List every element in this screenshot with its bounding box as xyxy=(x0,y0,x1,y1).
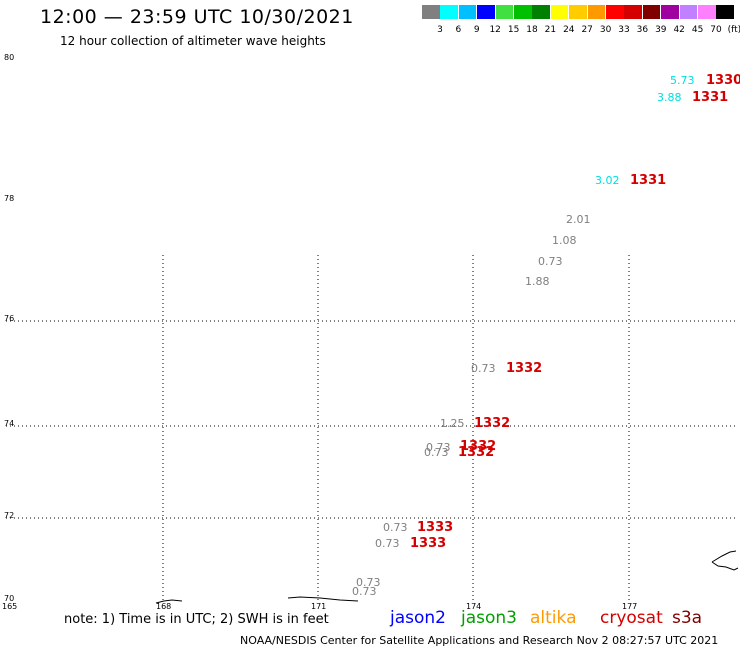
legend-label: 9 xyxy=(473,25,480,35)
lat-label-80: 80 xyxy=(4,53,15,62)
lon-label-168: 168 xyxy=(156,602,172,611)
legend-swatch xyxy=(698,5,716,19)
pass-number: 1330 xyxy=(706,73,740,88)
legend-label: 15 xyxy=(507,25,520,35)
lon-label-174: 174 xyxy=(466,602,482,611)
swh-observation: 0.73 xyxy=(426,441,451,454)
swh-observation: 1.08 xyxy=(552,234,577,247)
swh-observation: 1.25 xyxy=(440,417,465,430)
lon-label-171: 171 xyxy=(311,602,327,611)
pass-number: 1332 xyxy=(506,361,543,376)
swh-observation: 3.02 xyxy=(595,174,620,187)
legend-swatch xyxy=(458,5,477,19)
pass-number: 1332 xyxy=(458,445,495,460)
legend-label: 39 xyxy=(655,25,667,35)
legend-swatch xyxy=(587,5,606,19)
swh-observation: 0.73 xyxy=(471,362,496,375)
satellite-label-cryosat: cryosat xyxy=(600,608,663,628)
legend-swatch xyxy=(661,5,679,19)
satellite-label-s3a: s3a xyxy=(672,608,703,628)
swh-observation: 5.73 xyxy=(670,74,695,87)
legend-label: 45 xyxy=(691,25,704,35)
legend-label: 24 xyxy=(563,25,575,35)
legend-label: 21 xyxy=(544,25,557,35)
lat-label-72: 72 xyxy=(4,511,15,520)
legend-swatch xyxy=(477,5,495,19)
legend-label: 18 xyxy=(526,25,538,35)
legend-swatch xyxy=(550,5,569,19)
swh-observation: 0.73 xyxy=(538,255,563,268)
legend-label: 42 xyxy=(673,25,685,35)
legend-swatch xyxy=(440,5,458,19)
pass-number: 1333 xyxy=(410,536,447,551)
swh-observation: 0.73 xyxy=(383,521,408,534)
lat-label-74: 74 xyxy=(4,419,15,428)
legend-swatch xyxy=(606,5,624,19)
legend-label: 6 xyxy=(455,25,462,35)
pass-number: 1333 xyxy=(417,520,454,535)
page-subtitle: 12 hour collection of altimeter wave hei… xyxy=(60,34,326,48)
coastline-central xyxy=(287,596,359,602)
lon-label-177: 177 xyxy=(622,602,638,611)
legend-label: 70 xyxy=(710,25,722,35)
legend-swatch xyxy=(679,5,698,19)
legend-swatch xyxy=(624,5,642,19)
credit-line: NOAA/NESDIS Center for Satellite Applica… xyxy=(240,634,719,647)
legend-swatch xyxy=(532,5,550,19)
pass-number: 1332 xyxy=(474,416,511,431)
satellite-label-jason2: jason2 xyxy=(390,608,446,628)
legend-swatch xyxy=(642,5,661,19)
legend-label: (ft) xyxy=(727,25,740,35)
swh-observation: 2.01 xyxy=(566,213,591,226)
swh-observation: 0.73 xyxy=(375,537,400,550)
swh-observation: 1.88 xyxy=(525,275,550,288)
coastlines xyxy=(155,550,739,604)
lat-label-78: 78 xyxy=(4,194,15,203)
pass-number: 1331 xyxy=(692,90,729,105)
grid-lines xyxy=(6,255,735,600)
legend-label: 36 xyxy=(636,25,649,35)
lat-label-70: 70 xyxy=(4,594,15,603)
satellite-label-jason3: jason3 xyxy=(461,608,517,628)
page-title: 12:00 — 23:59 UTC 10/30/2021 xyxy=(40,6,354,28)
satellite-label-altika: altika xyxy=(530,608,577,628)
swh-observation: 3.88 xyxy=(657,91,682,104)
units-note: note: 1) Time is in UTC; 2) SWH is in fe… xyxy=(64,612,329,627)
legend-label: 12 xyxy=(489,25,501,35)
coastline-east xyxy=(711,550,739,571)
swh-observation: 0.73 xyxy=(424,446,449,459)
swh-observation: 0.73 xyxy=(356,576,381,589)
legend-label: 33 xyxy=(618,25,630,35)
lon-label-165: 165 xyxy=(2,602,18,611)
legend-swatch xyxy=(514,5,532,19)
legend-label: 27 xyxy=(581,25,593,35)
legend-swatch xyxy=(495,5,514,19)
legend-label: 30 xyxy=(599,25,612,35)
pass-number: 1332 xyxy=(460,439,497,454)
lat-label-76: 76 xyxy=(4,314,15,323)
coastline-west xyxy=(155,599,183,604)
legend-swatch xyxy=(569,5,587,19)
legend-swatch xyxy=(716,5,734,19)
legend-swatch xyxy=(422,5,440,19)
legend-label: 3 xyxy=(437,25,443,35)
swh-observation: 0.73 xyxy=(352,585,377,598)
pass-number: 1331 xyxy=(630,173,667,188)
